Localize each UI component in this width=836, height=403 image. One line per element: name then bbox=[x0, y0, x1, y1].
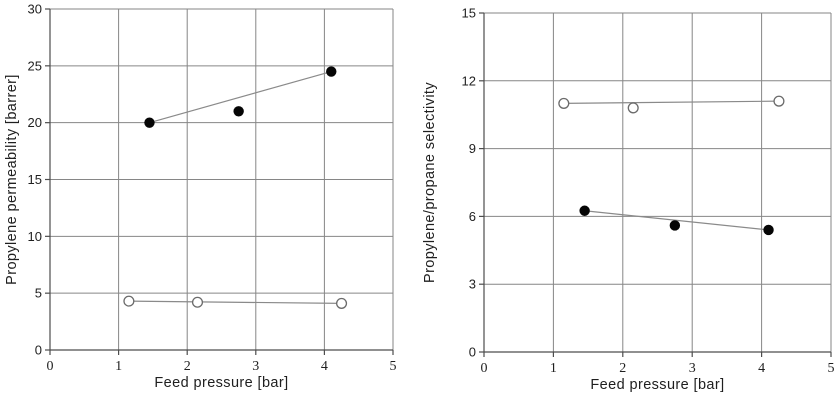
data-point-open bbox=[773, 95, 785, 107]
x-axis-title: Feed pressure [bar] bbox=[590, 377, 724, 393]
y-tick-label: 10 bbox=[28, 229, 42, 244]
y-tick-label: 3 bbox=[469, 277, 476, 292]
y-tick-label: 0 bbox=[35, 343, 42, 358]
permeability-chart-svg: 0 1 2 3 4 5 0 5 10 15 20 25 30 Feed pressure [bar] Pro… bbox=[4, 1, 397, 391]
data-point-filled bbox=[144, 117, 155, 128]
right-chart: 0 1 2 3 4 5 0 3 6 9 12 15 Feed pressure [bar] Propyle… bbox=[418, 0, 836, 403]
y-tick-label: 12 bbox=[462, 73, 476, 88]
left-chart: 0 1 2 3 4 5 0 5 10 15 20 25 30 Feed pressure [bar] Pro… bbox=[4, 1, 397, 391]
y-tick-label: 15 bbox=[462, 6, 476, 21]
data-point-open bbox=[191, 296, 204, 308]
x-tick-label: 2 bbox=[184, 359, 191, 374]
y-tick-label: 5 bbox=[35, 286, 42, 301]
x-tick-label: 3 bbox=[689, 361, 696, 376]
y-tick-label: 20 bbox=[28, 115, 42, 130]
y-tick-label: 0 bbox=[469, 345, 476, 360]
y-tick-label: 9 bbox=[469, 141, 476, 156]
data-point-open bbox=[627, 102, 639, 114]
x-tick-label: 4 bbox=[321, 359, 328, 374]
trendline-open-circles bbox=[128, 300, 342, 304]
x-tick-label: 5 bbox=[828, 361, 835, 376]
y-tick-label: 6 bbox=[469, 209, 476, 224]
x-tick-label: 1 bbox=[550, 361, 557, 376]
y-axis-title: Propylene/propane selectivity bbox=[422, 82, 438, 283]
data-point-open bbox=[123, 295, 135, 307]
x-tick-label: 2 bbox=[619, 361, 626, 376]
y-axis-title: Propylene permeability [barrer] bbox=[4, 74, 20, 285]
data-point-filled bbox=[669, 220, 681, 231]
data-point-filled bbox=[763, 224, 774, 236]
y-tick-label: 15 bbox=[28, 172, 42, 187]
trendline-filled-circles bbox=[149, 70, 332, 124]
x-axis-title: Feed pressure [bar] bbox=[154, 375, 288, 391]
x-tick-label: 4 bbox=[758, 361, 765, 376]
data-point-filled bbox=[233, 106, 244, 117]
data-point-open bbox=[335, 297, 348, 309]
trendline-filled-circles bbox=[584, 210, 769, 231]
data-point-open bbox=[558, 97, 570, 109]
x-tick-label: 3 bbox=[252, 359, 259, 374]
data-point-filled bbox=[326, 66, 337, 77]
trendline-open-circles bbox=[563, 100, 779, 104]
x-tick-label: 5 bbox=[390, 359, 397, 374]
y-tick-label: 30 bbox=[28, 2, 42, 17]
y-tick-label: 25 bbox=[28, 58, 42, 73]
data-point-filled bbox=[579, 205, 590, 216]
x-tick-label: 0 bbox=[47, 359, 54, 374]
x-tick-label: 1 bbox=[115, 359, 122, 374]
x-tick-label: 0 bbox=[481, 361, 488, 376]
